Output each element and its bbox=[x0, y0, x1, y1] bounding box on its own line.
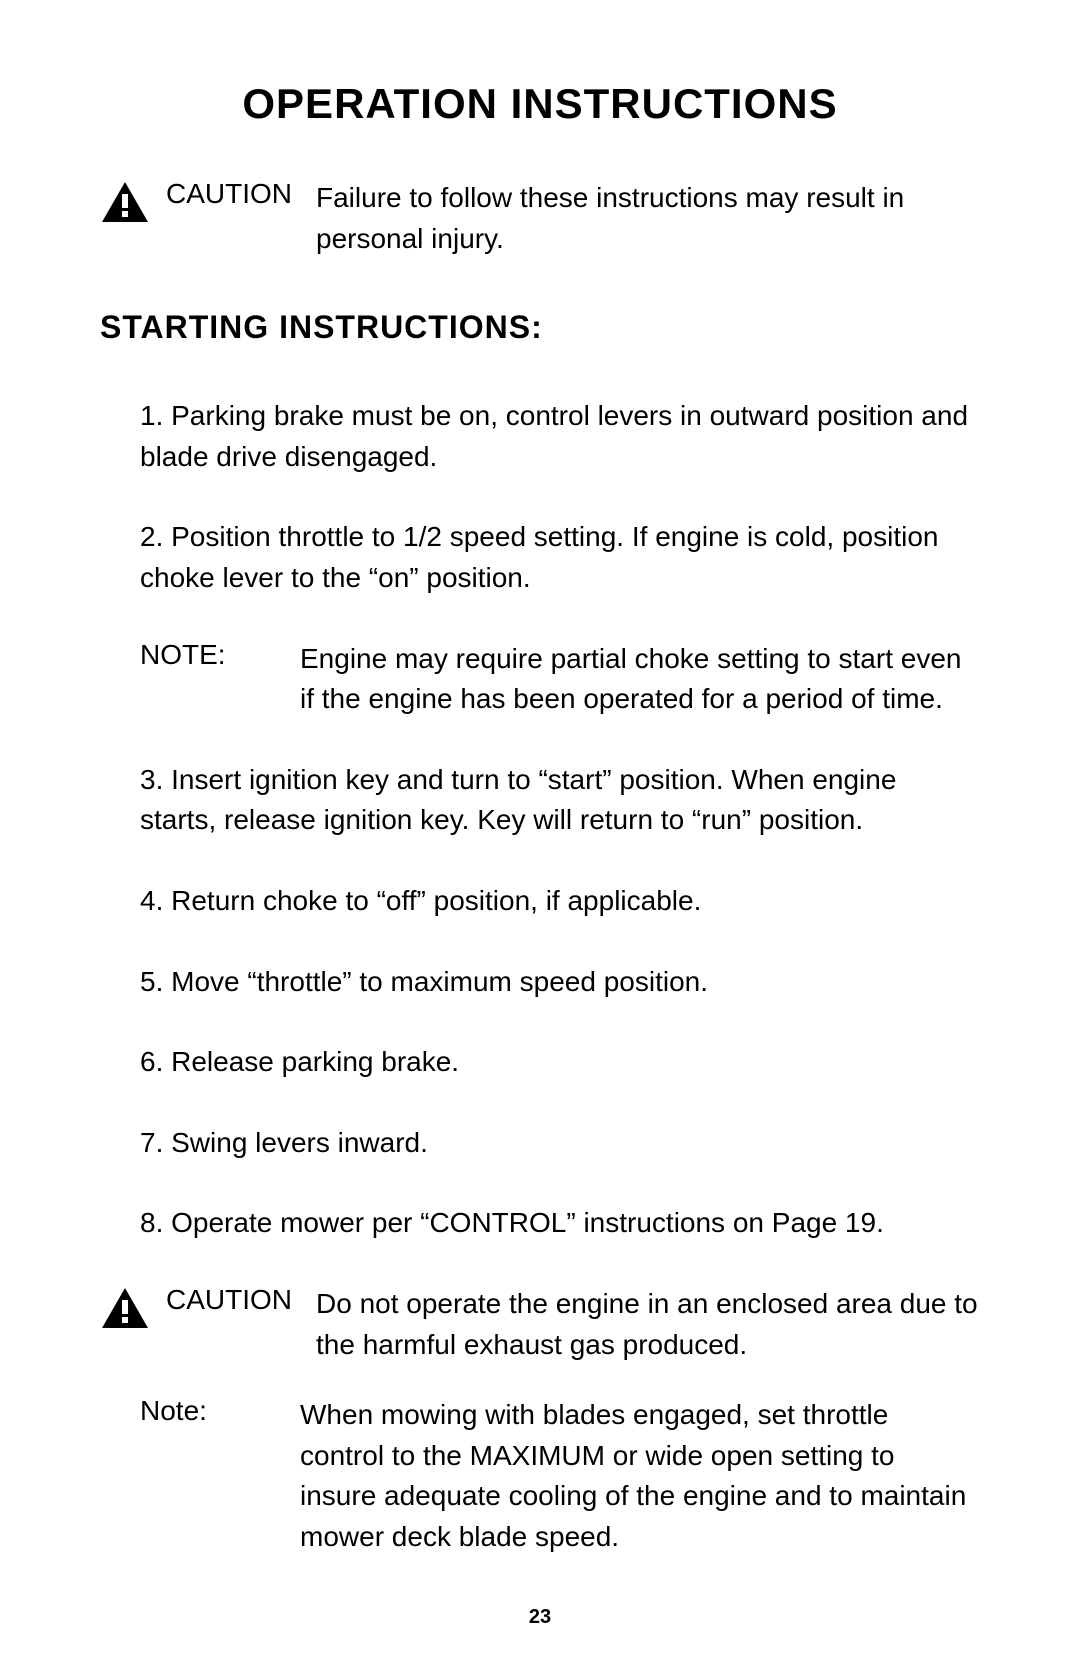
caution-label-2: CAUTION bbox=[166, 1284, 316, 1316]
step-3: 3. Insert ignition key and turn to “star… bbox=[90, 760, 990, 841]
page-number: 23 bbox=[0, 1606, 1080, 1629]
step-1: 1. Parking brake must be on, control lev… bbox=[90, 396, 990, 477]
warning-triangle-icon bbox=[100, 1286, 150, 1330]
step-6: 6. Release parking brake. bbox=[90, 1042, 990, 1083]
section-title: STARTING INSTRUCTIONS: bbox=[90, 309, 990, 346]
caution-text-1: Failure to follow these instructions may… bbox=[316, 178, 990, 259]
step-5: 5. Move “throttle” to maximum speed posi… bbox=[90, 962, 990, 1003]
step-2: 2. Position throttle to 1/2 speed settin… bbox=[90, 517, 990, 598]
step-4: 4. Return choke to “off” position, if ap… bbox=[90, 881, 990, 922]
page-container: OPERATION INSTRUCTIONS CAUTION Failure t… bbox=[0, 0, 1080, 1627]
step-8: 8. Operate mower per “CONTROL” instructi… bbox=[90, 1203, 990, 1244]
warning-triangle-icon bbox=[100, 180, 150, 224]
note-text-1: Engine may require partial choke setting… bbox=[300, 639, 970, 720]
caution-block-1: CAUTION Failure to follow these instruct… bbox=[90, 178, 990, 259]
note-block-1: NOTE: Engine may require partial choke s… bbox=[90, 639, 990, 720]
note-label-2: Note: bbox=[140, 1395, 300, 1427]
note-text-2: When mowing with blades engaged, set thr… bbox=[300, 1395, 970, 1557]
main-title: OPERATION INSTRUCTIONS bbox=[90, 80, 990, 128]
step-7: 7. Swing levers inward. bbox=[90, 1123, 990, 1164]
note-label-1: NOTE: bbox=[140, 639, 300, 671]
note-block-2: Note: When mowing with blades engaged, s… bbox=[90, 1395, 990, 1557]
caution-label-1: CAUTION bbox=[166, 178, 316, 210]
caution-block-2: CAUTION Do not operate the engine in an … bbox=[90, 1284, 990, 1365]
caution-text-2: Do not operate the engine in an enclosed… bbox=[316, 1284, 990, 1365]
